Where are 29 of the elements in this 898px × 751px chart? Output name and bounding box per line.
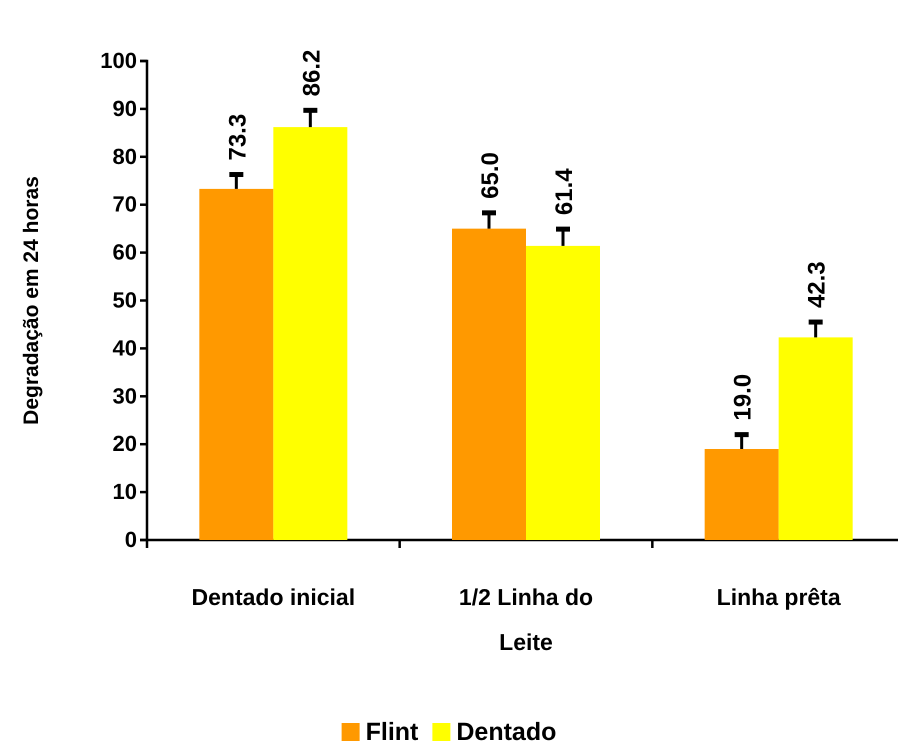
x-tick-label: 1/2 Linha do Leite bbox=[458, 584, 594, 655]
data-label: 86.2 bbox=[298, 50, 326, 96]
y-tick-label: 10 bbox=[112, 479, 137, 504]
y-tick-label: 40 bbox=[112, 335, 137, 360]
bar bbox=[273, 127, 348, 540]
y-tick-label: 60 bbox=[112, 240, 137, 265]
y-tick-label: 90 bbox=[112, 96, 137, 121]
bar bbox=[778, 337, 853, 540]
data-label: 42.3 bbox=[804, 261, 831, 308]
y-tick-label: 70 bbox=[112, 192, 137, 217]
y-tick-label: 50 bbox=[112, 288, 137, 313]
bar bbox=[704, 448, 779, 540]
bar bbox=[452, 228, 526, 540]
bar bbox=[199, 188, 274, 540]
legend-label: Flint bbox=[366, 718, 420, 746]
y-tick-label: 30 bbox=[112, 383, 137, 408]
data-label: 61.4 bbox=[551, 168, 578, 216]
data-label: 65.0 bbox=[477, 152, 504, 199]
data-label: 73.3 bbox=[224, 114, 252, 161]
x-tick-label: Dentado inicial bbox=[192, 584, 356, 610]
y-tick-label: 0 bbox=[124, 527, 137, 552]
y-tick-label: 20 bbox=[112, 431, 137, 456]
x-tick-label: Linha prêta bbox=[716, 584, 841, 610]
legend-label: Dentado bbox=[456, 718, 556, 746]
bar bbox=[526, 246, 600, 540]
y-tick-label: 100 bbox=[100, 48, 137, 74]
y-axis-title: Degradação em 24 horas bbox=[20, 176, 43, 425]
y-tick-label: 80 bbox=[112, 144, 137, 169]
data-label: 19.0 bbox=[730, 374, 757, 421]
